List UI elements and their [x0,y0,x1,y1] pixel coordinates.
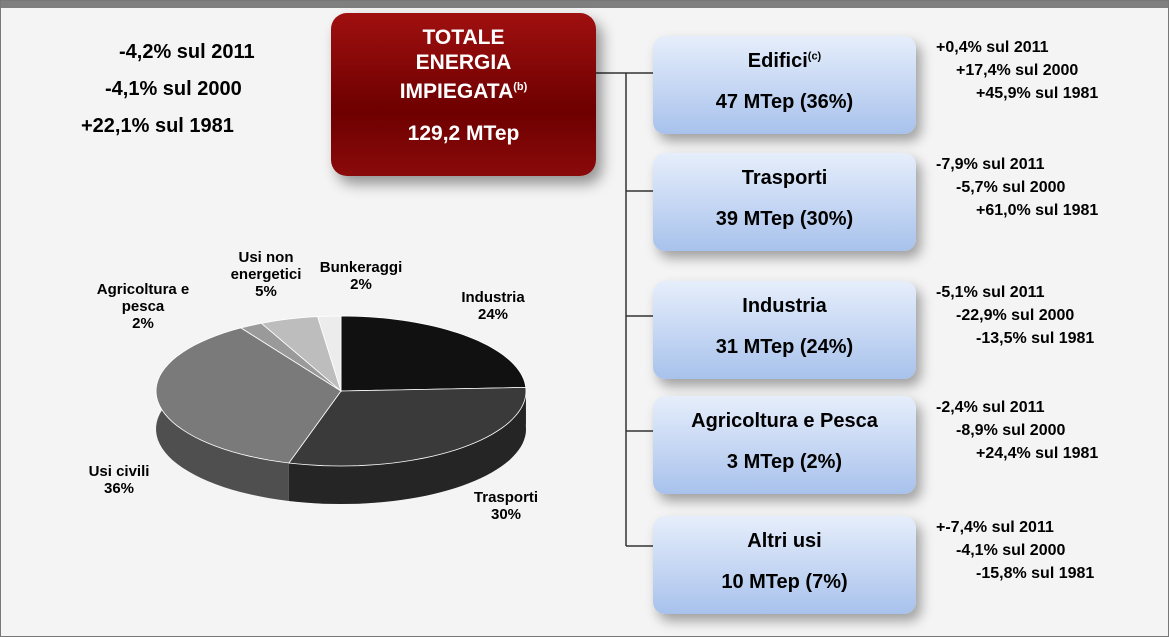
pie-label: Usi non energetici 5% [211,249,321,300]
slice [340,315,527,392]
sector-change: -5,1% sul 2011 [936,284,1045,301]
sector-change: -7,9% sul 2011 [936,156,1045,173]
total-value: 129,2 MTep [407,122,520,145]
sector-name: Industria [742,295,827,317]
pie-label: Trasporti 30% [451,489,561,523]
pie-label: Bunkeraggi 2% [306,259,416,293]
sector-value: 10 MTep (7%) [721,571,848,593]
slice-side [288,387,526,504]
sector-box: Trasporti 39 MTep (30%) [653,153,916,251]
sector-change: +-7,4% sul 2011 [936,519,1054,536]
pie-value: 5% [255,283,277,300]
sector-title-row: Trasporti [653,167,916,190]
sector-box: Edifici(c) 47 MTep (36%) [653,36,916,134]
sector-change: -2,4% sul 2011 [936,399,1045,416]
pie-category: Agricoltura e pesca [96,281,190,315]
sector-change: -5,7% sul 2000 [956,179,1066,196]
connectors [596,72,653,547]
pie-category: Usi non energetici [230,249,302,283]
total-change: -4,1% sul 2000 [105,78,242,100]
slice [260,316,342,393]
total-title: IMPIEGATA [399,80,514,103]
sector-change: -15,8% sul 1981 [976,565,1095,582]
sector-change: +0,4% sul 2011 [936,39,1049,56]
sector-box: Agricoltura e Pesca 3 MTep (2%) [653,396,916,494]
sector-name: Altri usi [747,530,822,552]
sector-change: +17,4% sul 2000 [956,62,1079,79]
total-note: (b) [513,81,528,93]
pie-category: Bunkeraggi [319,259,403,276]
sector-title-row: Altri usi [653,530,916,553]
pie-category: Trasporti [473,489,539,506]
sector-change: +61,0% sul 1981 [976,202,1099,219]
pie-category: Industria [461,289,525,306]
sector-name: Trasporti [741,167,828,189]
slice [288,386,527,467]
sector-change: -22,9% sul 2000 [956,307,1075,324]
pie-value: 2% [132,315,154,332]
total-title: TOTALE [422,26,505,49]
sector-change: +24,4% sul 1981 [976,445,1099,462]
pie-value: 36% [103,480,135,497]
sector-title-row: Edifici(c) [653,50,916,73]
total-change: -4,2% sul 2011 [119,41,255,63]
pie-label: Industria 24% [438,289,548,323]
pie-value: 30% [490,506,522,523]
sector-value: 3 MTep (2%) [726,451,843,473]
pie-label: Agricoltura e pesca 2% [93,281,193,332]
sector-change: -13,5% sul 1981 [976,330,1095,347]
total-change: +22,1% sul 1981 [81,115,234,137]
sector-title-row: Industria [653,295,916,318]
sector-title-row: Agricoltura e Pesca [653,410,916,433]
pie-value: 2% [350,276,372,293]
sector-change: +45,9% sul 1981 [976,85,1099,102]
slice [317,315,342,392]
total-box: TOTALE ENERGIA IMPIEGATA(b) 129,2 MTep [331,13,596,176]
sector-box: Industria 31 MTep (24%) [653,281,916,379]
sector-value: 39 MTep (30%) [715,208,854,230]
pie-label: Usi civili 36% [64,463,174,497]
sector-value: 31 MTep (24%) [715,336,854,358]
sector-box: Altri usi 10 MTep (7%) [653,516,916,614]
sector-note: (c) [807,50,822,63]
pie-category: Usi civili [88,463,150,480]
sector-change: -4,1% sul 2000 [956,542,1066,559]
top-bar [1,1,1168,8]
slice [239,322,342,392]
slice [155,327,342,464]
total-title: ENERGIA [415,51,512,74]
sector-name: Agricoltura e Pesca [691,410,878,432]
slice-side-shade [288,387,526,504]
sector-change: -8,9% sul 2000 [956,422,1066,439]
sector-value: 47 MTep (36%) [715,91,854,113]
pie-value: 24% [477,306,509,323]
sector-name: Edifici [747,50,808,72]
